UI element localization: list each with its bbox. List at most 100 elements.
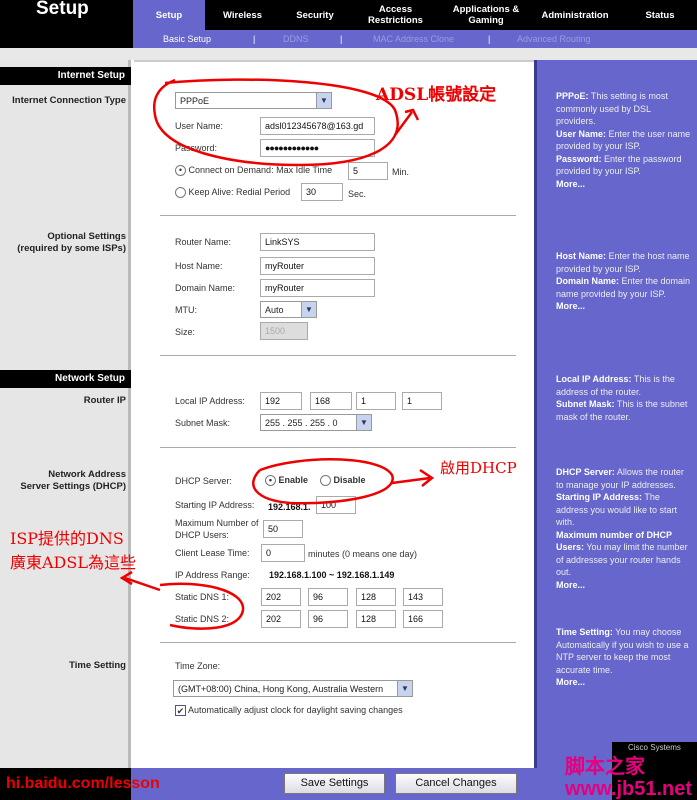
subtab-mac-clone[interactable]: MAC Address Clone (373, 34, 455, 44)
spacer (0, 48, 697, 60)
idle-time-input[interactable]: 5 (348, 162, 388, 180)
label: DHCP Server: (175, 476, 232, 486)
select-value: (GMT+08:00) China, Hong Kong, Australia … (178, 684, 384, 694)
local-ip-octet-2[interactable]: 168 (310, 392, 352, 410)
dhcp-enable-radio[interactable]: • Enable (265, 475, 308, 487)
chevron-down-icon: ▼ (397, 681, 412, 696)
tab-applications-gaming[interactable]: Applications & Gaming (452, 4, 520, 26)
label-optional-settings: Optional Settings (47, 231, 126, 242)
label: Sec. (348, 189, 367, 199)
chevron-down-icon: ▼ (301, 302, 316, 317)
redial-input[interactable]: 30 (301, 183, 343, 201)
dns1-octet-2[interactable]: 96 (308, 588, 348, 606)
logo-text: Cisco Systems (628, 743, 681, 752)
password-input[interactable]: ●●●●●●●●●●●● (260, 139, 375, 157)
radio-icon (175, 187, 186, 199)
keep-alive-radio[interactable]: Keep Alive: Redial Period (175, 187, 291, 199)
help-router-ip: Local IP Address: This is the address of… (556, 374, 688, 422)
annotation-dhcp: 啟用DHCP (440, 459, 517, 477)
local-ip-octet-1[interactable]: 192 (260, 392, 302, 410)
time-zone-select[interactable]: (GMT+08:00) China, Hong Kong, Australia … (173, 680, 413, 697)
tab-setup[interactable]: Setup (133, 0, 205, 30)
user-name-input[interactable]: adsl012345678@163.gd (260, 117, 375, 135)
label: Static DNS 2: (175, 614, 230, 624)
watermark-left: hi.baidu.com/lesson (6, 775, 160, 792)
subnet-mask-select[interactable]: 255 . 255 . 255 . 0 ▼ (260, 414, 372, 431)
label: Password: (175, 143, 218, 153)
label: Host Name: (175, 261, 223, 271)
select-value: Auto (265, 305, 284, 315)
checkbox-checked-icon: ✔ (175, 705, 186, 717)
label: Static DNS 1: (175, 592, 230, 602)
annotation-dns-2: 廣東ADSL為這些 (10, 553, 136, 572)
separator: | (253, 34, 256, 44)
dns2-octet-3[interactable]: 128 (356, 610, 396, 628)
dns1-octet-4[interactable]: 143 (403, 588, 443, 606)
label-connection-type: Internet Connection Type (12, 95, 126, 106)
annotation-circle (159, 582, 245, 630)
router-name-input[interactable]: LinkSYS (260, 233, 375, 251)
local-ip-octet-3[interactable]: 1 (356, 392, 396, 410)
label: Keep Alive: Redial Period (188, 187, 291, 197)
label: Subnet Mask: (175, 418, 231, 428)
label: Disable (333, 475, 366, 485)
connection-type-select[interactable]: PPPoE ▼ (175, 92, 332, 109)
dhcp-disable-radio[interactable]: Disable (320, 475, 366, 487)
annotation-dns-1: ISP提供的DNS (10, 529, 124, 548)
label-dhcp-2: Server Settings (DHCP) (20, 481, 126, 492)
domain-name-input[interactable]: myRouter (260, 279, 375, 297)
tab-access-restrictions[interactable]: Access Restrictions (368, 4, 423, 26)
footer-left (0, 768, 131, 800)
more-link[interactable]: More... (556, 677, 586, 687)
help-panel (534, 60, 697, 770)
local-ip-octet-4[interactable]: 1 (402, 392, 442, 410)
label: Router Name: (175, 237, 232, 247)
separator: | (340, 34, 343, 44)
lease-time-input[interactable]: 0 (261, 544, 305, 562)
chevron-down-icon: ▼ (356, 415, 371, 430)
annotation-adsl: ADSL帳號設定 (376, 85, 497, 105)
subtab-basic-setup[interactable]: Basic Setup (163, 34, 212, 44)
mtu-select[interactable]: Auto ▼ (260, 301, 317, 318)
tab-wireless[interactable]: Wireless (223, 9, 262, 21)
more-link[interactable]: More... (556, 178, 586, 189)
tab-security[interactable]: Security (296, 9, 334, 21)
section-network-setup: Network Setup (0, 370, 131, 388)
more-link[interactable]: More... (556, 301, 586, 311)
radio-selected-icon: • (175, 165, 186, 177)
subnav: Basic Setup | DDNS | MAC Address Clone |… (133, 30, 697, 48)
subtab-ddns[interactable]: DDNS (283, 34, 309, 44)
tab-administration[interactable]: Administration (541, 9, 609, 21)
help-pppoe: PPPoE: This setting is most commonly use… (556, 91, 691, 189)
max-users-input[interactable]: 50 (263, 520, 303, 538)
label: MTU: (175, 305, 197, 315)
dns1-octet-1[interactable]: 202 (261, 588, 301, 606)
divider (160, 355, 516, 356)
mtu-size-input[interactable]: 1500 (260, 322, 308, 340)
connect-on-demand-radio[interactable]: • Connect on Demand: Max Idle Time (175, 165, 332, 177)
start-ip-prefix: 192.168.1. (268, 502, 311, 512)
dns2-octet-1[interactable]: 202 (261, 610, 301, 628)
label: minutes (0 means one day) (308, 549, 418, 559)
save-settings-button[interactable]: Save Settings (284, 773, 385, 794)
dns2-octet-4[interactable]: 166 (403, 610, 443, 628)
dst-checkbox[interactable]: ✔ Automatically adjust clock for dayligh… (175, 705, 403, 717)
more-link[interactable]: More... (556, 579, 586, 590)
dns1-octet-3[interactable]: 128 (356, 588, 396, 606)
annotation-arrow (391, 468, 435, 487)
select-value: PPPoE (180, 96, 210, 106)
subtab-advanced-routing[interactable]: Advanced Routing (517, 34, 591, 44)
host-name-input[interactable]: myRouter (260, 257, 375, 275)
page-title: Setup (36, 0, 89, 19)
label-router-ip: Router IP (83, 395, 126, 406)
dns2-octet-2[interactable]: 96 (308, 610, 348, 628)
label: Min. (392, 167, 410, 177)
cancel-changes-button[interactable]: Cancel Changes (395, 773, 517, 794)
label: IP Address Range: (175, 570, 250, 580)
tab-status[interactable]: Status (645, 9, 675, 21)
radio-icon (320, 475, 331, 487)
select-value: 255 . 255 . 255 . 0 (265, 418, 338, 428)
label: Size: (175, 327, 196, 337)
label: DHCP Users: (175, 530, 229, 540)
